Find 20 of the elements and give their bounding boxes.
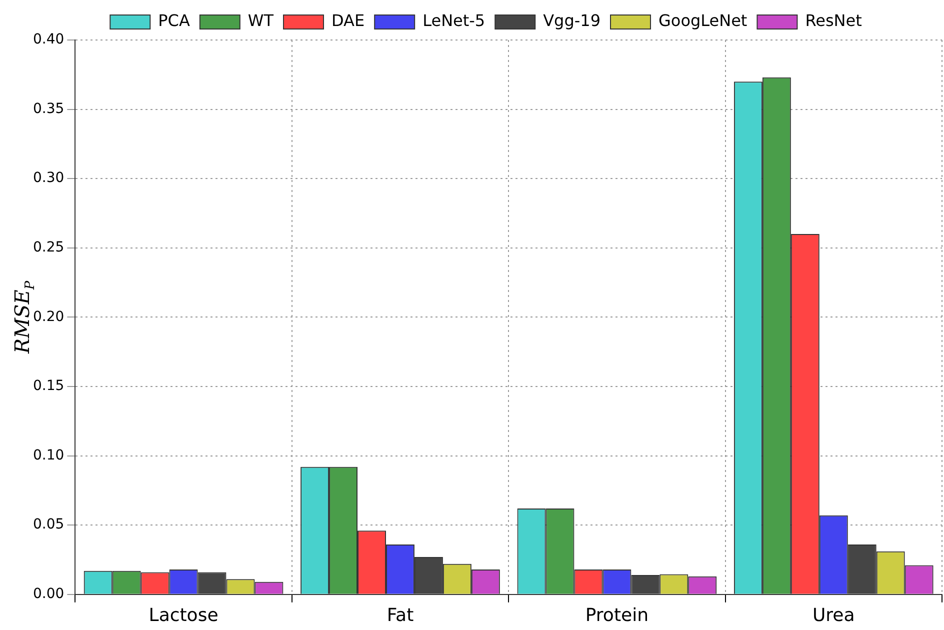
- y-tick-label: 0.00: [33, 586, 64, 602]
- x-tick-label: Urea: [812, 604, 855, 626]
- y-tick-label: 0.15: [33, 378, 64, 394]
- legend-label: Vgg-19: [543, 11, 600, 30]
- x-tick-label: Protein: [585, 604, 648, 626]
- legend-label: LeNet-5: [422, 11, 486, 30]
- x-tick-label: Fat: [386, 604, 414, 626]
- y-tick-label: 0.10: [33, 447, 64, 464]
- y-tick-label: 0.30: [33, 170, 64, 186]
- legend-label: PCA: [158, 11, 190, 30]
- y-tick-label: 0.40: [33, 32, 64, 48]
- legend-label: WT: [248, 11, 274, 30]
- legend-label: ResNet: [805, 11, 862, 30]
- legend-label: GoogLeNet: [658, 11, 748, 30]
- y-tick-label: 0.35: [33, 100, 64, 117]
- y-tick-label: 0.05: [33, 516, 64, 533]
- y-tick-label: 0.25: [33, 240, 64, 256]
- x-tick-label: Lactose: [148, 604, 218, 626]
- y-tick-label: 0.20: [33, 308, 64, 325]
- legend-label: DAE: [332, 11, 365, 30]
